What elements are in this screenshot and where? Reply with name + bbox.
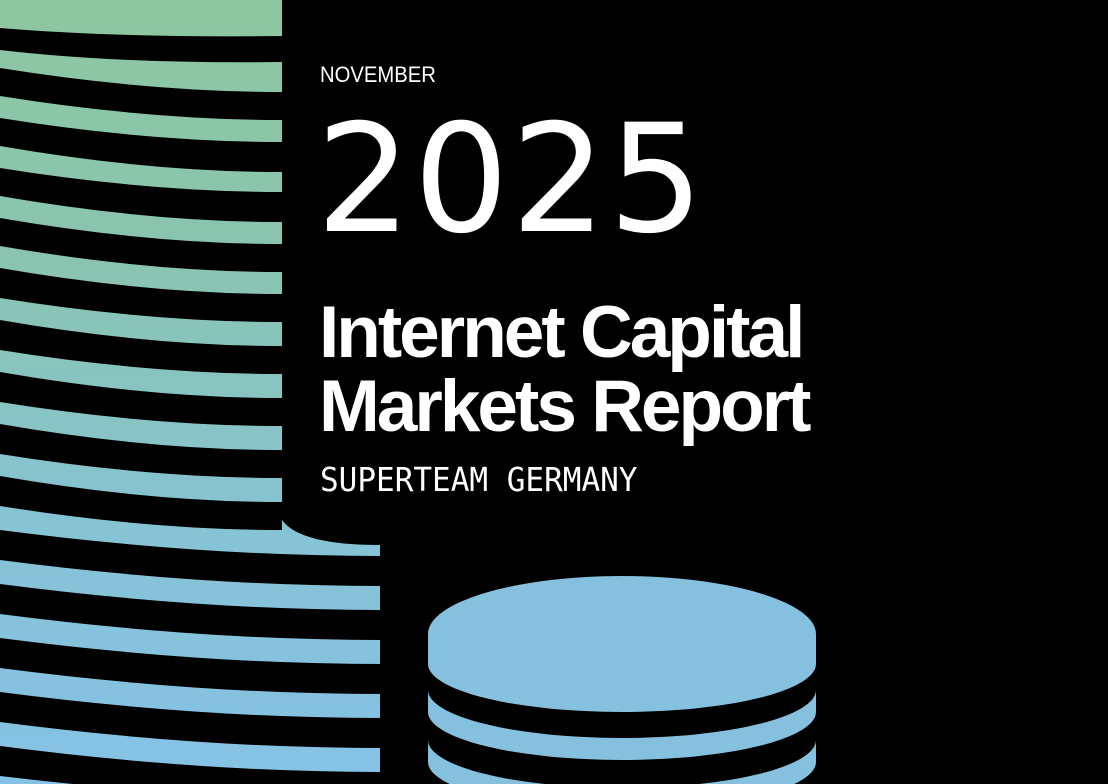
report-month: NOVEMBER xyxy=(320,62,436,87)
report-year: 2025 xyxy=(316,93,706,267)
small-coin-stack xyxy=(428,576,816,784)
report-title: Internet Capital Markets Report xyxy=(319,292,811,447)
report-title-line-1: Internet Capital xyxy=(319,292,805,373)
organization-name: SUPERTEAM GERMANY xyxy=(320,460,638,499)
report-title-line-2: Markets Report xyxy=(319,366,811,447)
